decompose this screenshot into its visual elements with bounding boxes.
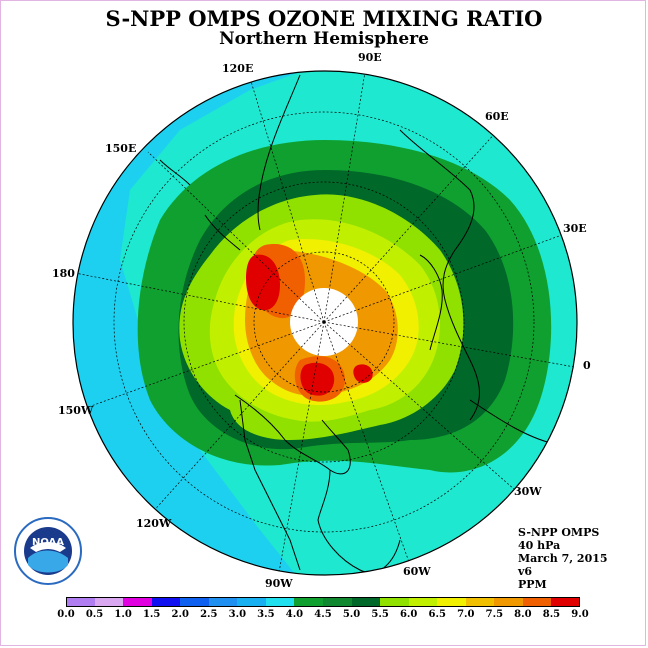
colorbar-swatch xyxy=(265,597,295,607)
colorbar-swatch xyxy=(437,597,467,607)
colorbar-tick-label: 6.5 xyxy=(428,609,446,620)
lon-label-120e: 120E xyxy=(222,62,254,75)
lon-label-60e: 60E xyxy=(485,110,509,123)
lon-label-90w: 90W xyxy=(265,577,293,590)
info-level: 40 hPa xyxy=(518,539,561,552)
colorbar-tick-label: 8.0 xyxy=(514,609,532,620)
field-8-ppm-east xyxy=(300,362,335,396)
colorbar-tick-label: 3.0 xyxy=(228,609,247,620)
colorbar-swatch xyxy=(380,597,410,607)
colorbar-tick-label: 0.0 xyxy=(57,609,75,620)
colorbar-tick-label: 0.5 xyxy=(85,609,104,620)
colorbar-tick-label: 5.5 xyxy=(371,609,389,620)
map-subtitle: Northern Hemisphere xyxy=(219,29,429,49)
colorbar-tick-label: 2.0 xyxy=(171,609,189,620)
colorbar-swatch xyxy=(151,597,181,607)
colorbar-swatch xyxy=(94,597,124,607)
colorbar-tick-label: 3.5 xyxy=(257,609,275,620)
colorbar-swatch xyxy=(208,597,238,607)
lon-label-0: 0 xyxy=(583,359,591,372)
map-title: S-NPP OMPS OZONE MIXING RATIO xyxy=(105,6,543,31)
colorbar-swatch xyxy=(522,597,552,607)
colorbar-tick-label: 1.5 xyxy=(142,609,161,620)
colorbar-swatch xyxy=(551,597,581,607)
noaa-logo-text: NOAA xyxy=(31,537,65,548)
lon-label-90e: 90E xyxy=(358,51,382,64)
lon-label-150w: 150W xyxy=(58,404,94,417)
info-instrument: S-NPP OMPS xyxy=(518,526,600,539)
colorbar-tick-label: 7.0 xyxy=(457,609,475,620)
lon-label-30w: 30W xyxy=(514,485,542,498)
noaa-logo xyxy=(14,517,82,585)
colorbar-tick-label: 1.0 xyxy=(114,609,132,620)
lon-label-180: 180 xyxy=(52,267,75,280)
colorbar-tick-label: 4.0 xyxy=(285,609,304,620)
info-version: v6 xyxy=(518,565,533,578)
colorbar-swatch xyxy=(351,597,381,607)
colorbar-tick-label: 9.0 xyxy=(571,609,589,620)
colorbar-swatch xyxy=(323,597,353,607)
colorbar-swatch xyxy=(237,597,267,607)
colorbar-tick-label: 8.5 xyxy=(542,609,561,620)
colorbar-tick-label: 2.5 xyxy=(200,609,218,620)
colorbar-swatch xyxy=(465,597,495,607)
lon-label-150e: 150E xyxy=(105,142,137,155)
colorbar-tick-label: 7.5 xyxy=(485,609,504,620)
colorbar-swatch xyxy=(294,597,324,607)
lon-label-30e: 30E xyxy=(563,222,587,235)
lon-label-60w: 60W xyxy=(403,565,431,578)
colorbar-swatch xyxy=(123,597,153,607)
field-8-ppm-west xyxy=(246,254,280,311)
field-3-5-ppm xyxy=(73,71,330,575)
colorbar-swatch xyxy=(180,597,210,607)
colorbar-swatch xyxy=(66,597,96,607)
colorbar-swatch xyxy=(494,597,524,607)
lon-label-120w: 120W xyxy=(136,517,172,530)
map-boundary xyxy=(72,70,578,576)
info-date: March 7, 2015 xyxy=(518,552,608,565)
colorbar-outline xyxy=(66,597,580,607)
colorbar-tick-label: 5.0 xyxy=(342,609,361,620)
colorbar-tick-label: 4.5 xyxy=(314,609,332,620)
colorbar-swatch xyxy=(408,597,438,607)
coastlines xyxy=(159,74,561,574)
graticule xyxy=(73,71,577,575)
colorbar-tick-label: 6.0 xyxy=(399,609,418,620)
info-units: PPM xyxy=(518,578,547,591)
